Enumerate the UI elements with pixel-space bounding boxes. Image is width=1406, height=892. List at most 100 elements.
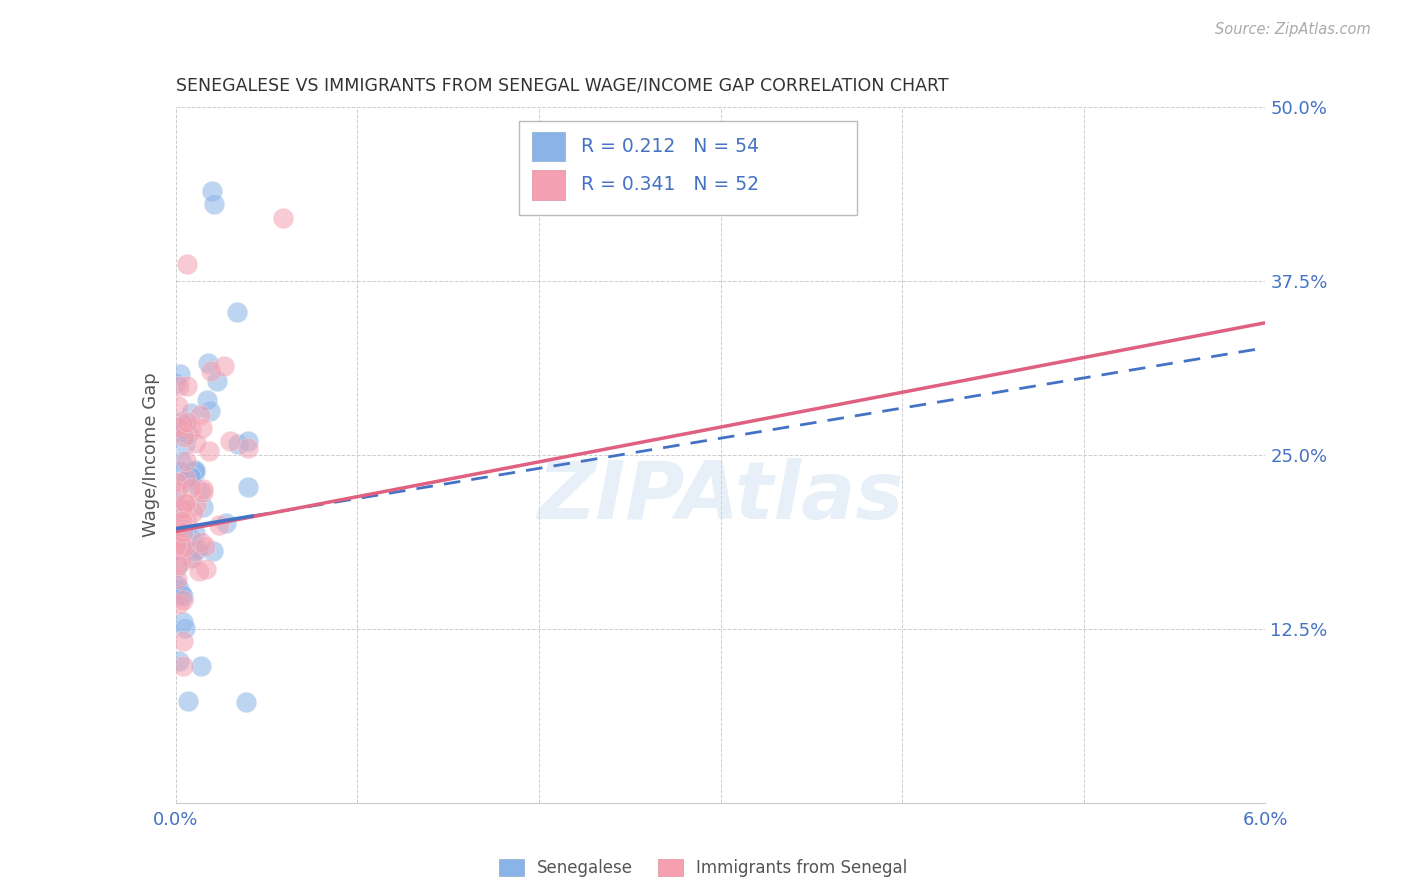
Point: [174, 496, 197, 510]
Point: [183, 464, 205, 478]
Point: [176, 513, 198, 527]
Point: [170, 555, 193, 569]
Point: [169, 654, 191, 668]
Point: [181, 550, 204, 565]
Point: [167, 420, 190, 434]
Point: [238, 480, 260, 494]
Point: [169, 415, 191, 429]
Point: [176, 497, 198, 511]
Text: SENEGALESE VS IMMIGRANTS FROM SENEGAL WAGE/INCOME GAP CORRELATION CHART: SENEGALESE VS IMMIGRANTS FROM SENEGAL WA…: [176, 77, 949, 95]
Point: [176, 474, 198, 488]
Point: [170, 588, 193, 602]
Point: [172, 501, 194, 516]
Point: [180, 481, 202, 495]
Point: [184, 465, 207, 479]
Point: [187, 541, 209, 556]
Point: [201, 184, 224, 198]
Point: [172, 590, 194, 604]
Point: [169, 424, 191, 438]
Point: [177, 694, 200, 708]
Point: [202, 197, 225, 211]
Point: [271, 211, 294, 226]
Point: [176, 415, 198, 429]
Point: [195, 393, 218, 408]
Point: [169, 582, 191, 596]
Y-axis label: Wage/Income Gap: Wage/Income Gap: [142, 373, 160, 537]
Point: [167, 543, 190, 558]
Point: [226, 305, 249, 319]
Point: [238, 434, 260, 448]
Point: [169, 597, 191, 611]
Legend: Senegalese, Immigrants from Senegal: Senegalese, Immigrants from Senegal: [492, 852, 914, 884]
Point: [201, 543, 224, 558]
Point: [166, 572, 188, 586]
Point: [167, 516, 190, 531]
Point: [226, 437, 249, 451]
Point: [218, 434, 240, 449]
Text: ZIPAtlas: ZIPAtlas: [537, 458, 904, 536]
Point: [173, 540, 195, 554]
Text: Source: ZipAtlas.com: Source: ZipAtlas.com: [1215, 22, 1371, 37]
Point: [165, 485, 187, 500]
Point: [172, 659, 194, 673]
Point: [212, 359, 235, 373]
Point: [191, 500, 214, 515]
FancyBboxPatch shape: [519, 121, 856, 215]
Point: [174, 472, 197, 486]
Point: [170, 514, 193, 528]
Point: [167, 532, 190, 546]
Point: [166, 577, 188, 591]
Point: [194, 539, 217, 553]
FancyBboxPatch shape: [531, 170, 565, 200]
Point: [181, 505, 204, 519]
Point: [198, 404, 221, 418]
Point: [169, 378, 191, 392]
Point: [177, 426, 200, 441]
Point: [166, 523, 188, 537]
Point: [172, 538, 194, 552]
Point: [166, 484, 188, 499]
Point: [173, 430, 195, 444]
Point: [180, 406, 202, 420]
FancyBboxPatch shape: [531, 132, 565, 161]
Point: [191, 485, 214, 500]
Point: [167, 558, 190, 572]
Point: [180, 551, 202, 566]
Point: [172, 593, 194, 607]
Text: R = 0.212   N = 54: R = 0.212 N = 54: [581, 137, 759, 156]
Point: [184, 542, 207, 557]
Point: [176, 379, 198, 393]
Point: [190, 535, 212, 549]
Point: [170, 454, 193, 468]
Point: [207, 374, 229, 388]
Point: [188, 564, 211, 578]
Point: [200, 364, 222, 378]
Point: [172, 524, 194, 539]
Point: [214, 516, 236, 530]
Point: [194, 562, 217, 576]
Point: [174, 437, 197, 451]
Point: [191, 421, 214, 435]
Point: [166, 533, 188, 548]
Point: [183, 526, 205, 541]
Point: [167, 535, 190, 549]
Point: [172, 417, 194, 431]
Point: [208, 517, 231, 532]
Point: [172, 634, 194, 648]
Point: [173, 422, 195, 436]
Point: [166, 376, 188, 390]
Point: [235, 695, 257, 709]
Point: [188, 408, 211, 422]
Point: [169, 464, 191, 478]
Point: [172, 615, 194, 629]
Point: [184, 435, 207, 450]
Point: [188, 483, 211, 498]
Point: [176, 257, 198, 271]
Point: [184, 498, 207, 512]
Point: [167, 399, 190, 413]
Point: [169, 367, 191, 381]
Point: [197, 355, 219, 369]
Point: [174, 621, 197, 635]
Point: [176, 453, 198, 467]
Text: R = 0.341   N = 52: R = 0.341 N = 52: [581, 176, 759, 194]
